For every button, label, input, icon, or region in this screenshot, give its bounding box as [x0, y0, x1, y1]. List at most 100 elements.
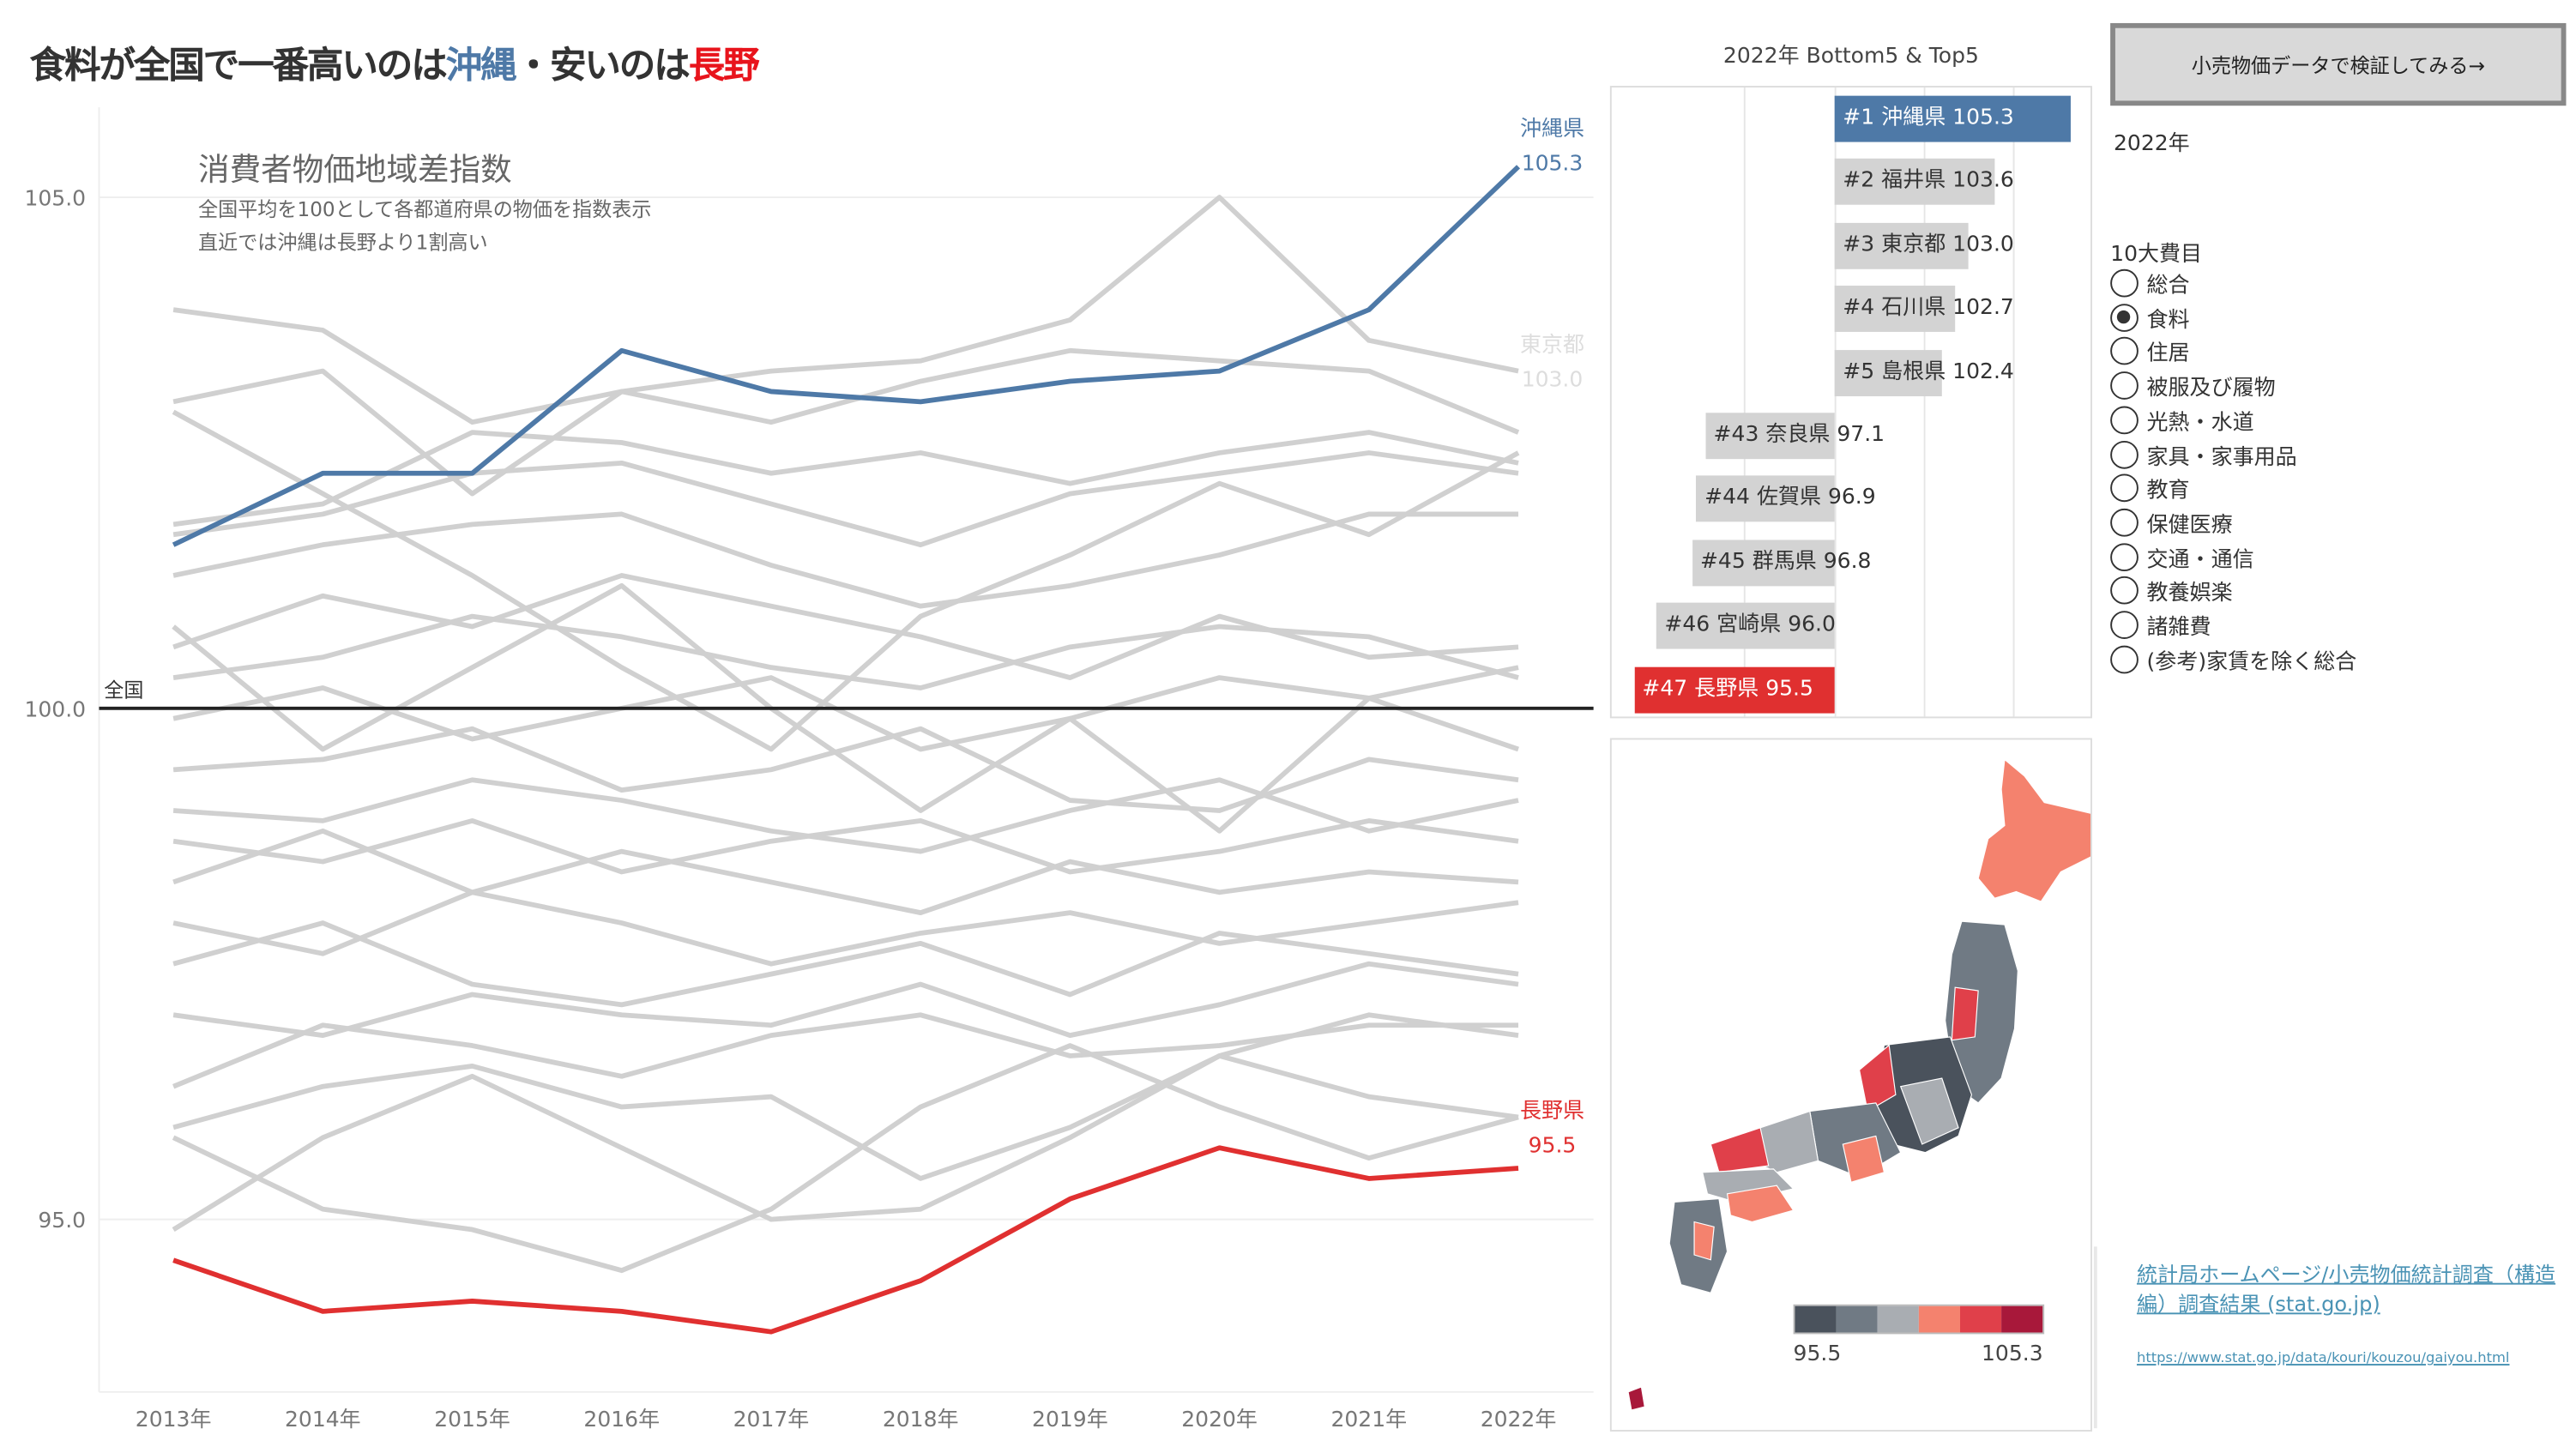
bar[interactable]: #2 福井県 103.6 — [1834, 159, 2014, 206]
chart-subtitle-1: 全国平均を100として各都道府県の物価を指数表示 — [198, 198, 652, 221]
prefecture-line[interactable] — [172, 1012, 1519, 1181]
category-radio-option[interactable]: 総合 — [2110, 268, 2190, 299]
category-radio-option[interactable]: 教育 — [2110, 473, 2190, 503]
tokyo-value-label: 103.0 — [1522, 366, 1584, 391]
y-tick-label: 95.0 — [38, 1208, 86, 1233]
bar-label: #43 奈良県 97.1 — [1713, 422, 1885, 448]
tokyo-line[interactable] — [172, 195, 1519, 425]
category-filter-label: 10大費目 — [2110, 242, 2203, 268]
legend-swatch — [2001, 1305, 2043, 1333]
radio-circle-icon[interactable] — [2110, 406, 2139, 434]
radio-circle-icon[interactable] — [2110, 542, 2139, 571]
prefecture-line[interactable] — [172, 613, 1519, 690]
radio-circle-icon[interactable] — [2110, 611, 2139, 639]
category-radio-option[interactable]: 教養娯楽 — [2110, 575, 2233, 607]
title-text: 食料が全国で一番高いのは — [29, 45, 448, 88]
radio-circle-icon[interactable] — [2110, 440, 2139, 468]
x-tick-label: 2015年 — [434, 1407, 510, 1432]
prefecture-line[interactable] — [172, 828, 1519, 916]
radio-label: 被服及び履物 — [2146, 377, 2276, 401]
bar-gridline — [1923, 87, 1926, 717]
bar[interactable]: #44 佐賀県 96.9 — [1696, 476, 1876, 523]
okinawa-value-label: 105.3 — [1522, 150, 1584, 175]
nagano-value-label: 95.5 — [1529, 1133, 1577, 1158]
radio-circle-icon[interactable] — [2110, 371, 2139, 401]
bar[interactable]: #1 沖縄県 105.3 — [1834, 95, 2072, 142]
bar[interactable]: #43 奈良県 97.1 — [1704, 413, 1885, 460]
bar-label: #1 沖縄県 105.3 — [1843, 106, 2014, 131]
bar-gridline — [1834, 87, 1837, 717]
radio-circle-icon[interactable] — [2110, 576, 2139, 606]
prefecture-line[interactable] — [172, 961, 1519, 1039]
radio-circle-icon[interactable] — [2110, 303, 2139, 332]
bar[interactable]: #3 東京都 103.0 — [1834, 222, 2014, 269]
japan-map[interactable]: 95.5 105.3 — [1609, 738, 2095, 1432]
source-url-link[interactable]: https://www.stat.go.jp/data/kouri/kouzou… — [2136, 1350, 2510, 1367]
okinawa-line[interactable] — [172, 165, 1521, 547]
bar-label: #2 福井県 103.6 — [1843, 169, 2014, 194]
radio-label: 光熱・水道 — [2146, 410, 2254, 436]
verify-retail-data-button[interactable]: 小売物価データで検証してみる→ — [2110, 22, 2567, 106]
bar[interactable]: #5 島根県 102.4 — [1834, 349, 2014, 396]
radio-label: 教養娯楽 — [2146, 582, 2233, 607]
baseline-label: 全国 — [104, 679, 143, 702]
dashboard-title: 食料が全国で一番高いのは沖縄・安いのは長野 — [29, 36, 760, 89]
bar[interactable]: #47 長野県 95.5 — [1633, 666, 1835, 713]
category-radio-option[interactable]: 保健医療 — [2110, 507, 2233, 538]
category-radio-option[interactable]: 被服及び履物 — [2110, 370, 2276, 401]
legend-min: 95.5 — [1793, 1342, 1842, 1367]
year-label: 2022年 — [2114, 132, 2190, 157]
prefecture-line[interactable] — [172, 430, 1519, 528]
prefecture-line[interactable] — [172, 573, 1519, 680]
okinawa-name-label: 沖縄県 — [1520, 116, 1584, 141]
prefecture-line[interactable] — [172, 920, 1519, 1008]
x-tick-label: 2018年 — [883, 1407, 959, 1432]
map-svg — [1627, 758, 2095, 1411]
radio-label: 家具・家事用品 — [2146, 444, 2297, 470]
radio-circle-icon[interactable] — [2110, 508, 2139, 537]
radio-circle-icon[interactable] — [2110, 268, 2139, 298]
radio-circle-icon[interactable] — [2110, 473, 2139, 503]
category-radio-option[interactable]: 家具・家事用品 — [2110, 438, 2297, 470]
radio-label: 食料 — [2146, 308, 2190, 334]
title-low: 長野 — [688, 45, 760, 88]
x-tick-label: 2013年 — [136, 1407, 212, 1432]
map-legend — [1793, 1304, 2045, 1335]
nagano-line[interactable] — [172, 1145, 1519, 1335]
category-radio-option[interactable]: 交通・通信 — [2110, 541, 2254, 572]
prefecture-line[interactable] — [172, 726, 1519, 813]
prefecture-line[interactable] — [172, 1012, 1519, 1089]
radio-label: 総合 — [2146, 274, 2190, 299]
radio-label: 住居 — [2146, 342, 2190, 368]
bar-chart[interactable]: #1 沖縄県 105.3 #2 福井県 103.6 #3 東京都 103.0 #4 石… — [1609, 86, 2092, 719]
bar-gridline — [1743, 87, 1746, 717]
prefecture-line[interactable] — [172, 347, 1520, 497]
radio-circle-icon[interactable] — [2110, 337, 2139, 366]
category-radio-option[interactable]: 諸雑費 — [2110, 609, 2211, 641]
tokyo-name-label: 東京都 — [1520, 332, 1584, 357]
line-chart[interactable]: 105.0 100.0 95.0 2013年 2014年 2015年 2016年 2017年 2… — [0, 91, 1602, 1446]
category-radio-option[interactable]: 食料 — [2110, 302, 2190, 334]
category-radio-option[interactable]: 住居 — [2110, 336, 2190, 368]
radio-circle-icon[interactable] — [2110, 645, 2139, 673]
bar[interactable]: #45 群馬県 96.8 — [1692, 540, 1872, 586]
bar[interactable]: #4 石川県 102.7 — [1834, 286, 2014, 333]
prefecture-line[interactable] — [172, 450, 1519, 548]
prefecture-line[interactable] — [172, 665, 1519, 752]
prefecture-line[interactable] — [172, 777, 1519, 854]
prefecture-line[interactable] — [172, 818, 1519, 875]
legend-swatch — [1877, 1305, 1919, 1333]
bar-label: #46 宮崎県 96.0 — [1664, 612, 1836, 638]
legend-swatch — [1795, 1305, 1837, 1333]
prefecture-line[interactable] — [172, 409, 1520, 752]
bar[interactable]: #46 宮崎県 96.0 — [1656, 602, 1836, 649]
prefecture-line[interactable] — [172, 889, 1519, 967]
prefecture-line[interactable] — [172, 511, 1519, 609]
category-radio-option[interactable]: 光熱・水道 — [2110, 404, 2254, 436]
prefecture-line[interactable] — [172, 1043, 1519, 1274]
legend-max: 105.3 — [1982, 1342, 2043, 1367]
prefecture-line[interactable] — [172, 1053, 1519, 1232]
source-link[interactable]: 統計局ホームページ/小売物価統計調査（構造編）調査結果 (stat.go.jp) — [2136, 1261, 2556, 1317]
category-radio-option[interactable]: (参考)家賃を除く総合 — [2110, 643, 2356, 675]
bar-chart-title: 2022年 Bottom5 & Top5 — [1722, 44, 1979, 69]
